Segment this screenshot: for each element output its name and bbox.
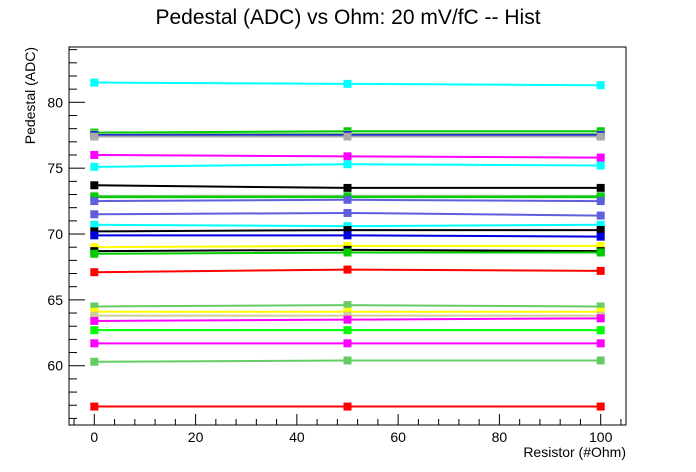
series-18 (90, 248, 605, 258)
data-point (343, 226, 352, 235)
data-point (596, 153, 605, 162)
data-point (343, 339, 352, 348)
data-point (343, 301, 352, 310)
series-5 (90, 132, 605, 141)
data-point (343, 152, 352, 161)
x-tick-label: 100 (589, 429, 613, 445)
data-point (343, 160, 352, 169)
data-point (90, 78, 99, 87)
x-tick-label: 80 (492, 429, 508, 445)
x-tick-label: 0 (90, 429, 98, 445)
data-point (343, 79, 352, 88)
series-25 (90, 339, 605, 348)
data-point (596, 302, 605, 311)
data-point (596, 226, 605, 235)
series-11 (90, 195, 605, 206)
data-point (90, 311, 99, 320)
data-point (596, 183, 605, 192)
data-point (596, 132, 605, 141)
data-point (90, 197, 99, 206)
series-layer (90, 78, 605, 411)
data-point (596, 220, 605, 229)
y-tick-label: 65 (47, 292, 63, 308)
series-1 (90, 78, 605, 90)
data-point (90, 151, 99, 159)
data-point (343, 402, 352, 411)
data-point (596, 339, 605, 348)
series-7 (90, 160, 605, 171)
data-point (90, 339, 99, 348)
series-6 (90, 151, 605, 162)
series-23 (90, 314, 605, 325)
x-tick-label: 40 (289, 429, 305, 445)
series-26 (90, 356, 605, 366)
data-point (90, 268, 99, 277)
y-tick-label: 80 (47, 94, 63, 110)
series-27 (90, 402, 605, 411)
data-point (343, 315, 352, 324)
data-point (90, 326, 99, 335)
data-point (343, 132, 352, 141)
data-point (596, 266, 605, 275)
data-point (596, 197, 605, 206)
data-point (90, 302, 99, 311)
data-point (343, 183, 352, 192)
data-point (596, 161, 605, 170)
data-point (90, 249, 99, 258)
chart-title: Pedestal (ADC) vs Ohm: 20 mV/fC -- Hist (155, 6, 540, 29)
series-24 (90, 326, 605, 335)
data-point (596, 314, 605, 323)
data-point (343, 265, 352, 274)
data-point (596, 402, 605, 411)
y-tick-label: 70 (47, 226, 63, 242)
series-15 (90, 231, 605, 241)
data-point (90, 402, 99, 411)
series-8 (90, 181, 605, 192)
data-point (596, 211, 605, 220)
data-point (596, 326, 605, 335)
data-point (343, 326, 352, 335)
series-19 (90, 265, 605, 277)
data-point (596, 232, 605, 241)
axis-layer: 0 20 40 60 80 100 60 65 70 75 80 (47, 49, 622, 445)
data-point (90, 210, 99, 219)
x-axis-label: Resistor (#Ohm) (523, 444, 626, 460)
data-point (343, 248, 352, 257)
data-point (596, 248, 605, 257)
series-12 (90, 208, 605, 220)
data-point (343, 356, 352, 365)
series-20 (90, 301, 605, 311)
data-point (343, 195, 352, 204)
plot-frame (68, 46, 627, 426)
data-point (90, 132, 99, 141)
data-point (90, 181, 99, 190)
data-point (90, 357, 99, 366)
data-point (90, 162, 99, 171)
data-point (596, 241, 605, 250)
data-point (90, 231, 99, 240)
data-point (90, 316, 99, 325)
data-point (90, 220, 99, 229)
x-tick-label: 20 (188, 429, 204, 445)
x-tick-label: 60 (390, 429, 406, 445)
y-tick-label: 75 (47, 160, 63, 176)
data-point (343, 231, 352, 240)
data-point (596, 356, 605, 365)
data-point (596, 81, 605, 90)
y-tick-label: 60 (47, 358, 63, 374)
data-point (343, 208, 352, 217)
y-axis-label: Pedestal (ADC) (22, 47, 38, 144)
